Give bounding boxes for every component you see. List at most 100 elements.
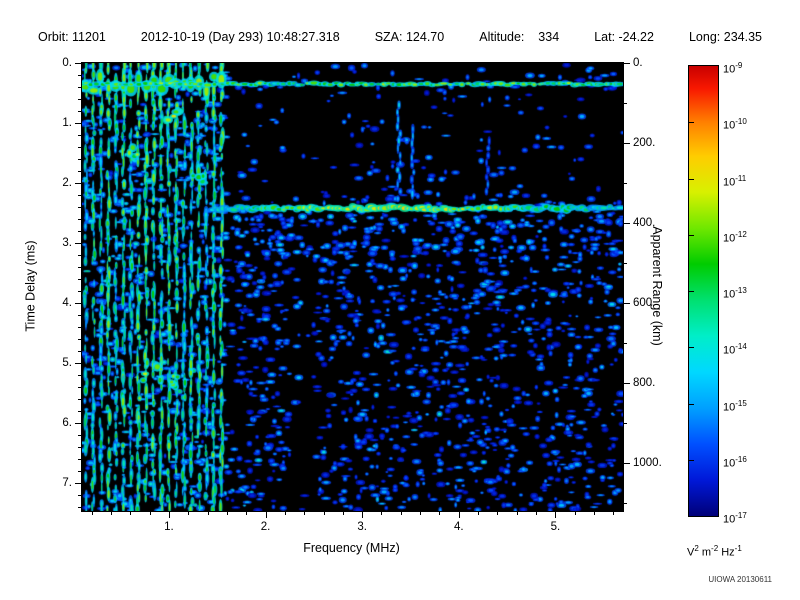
colorbar-tick-label: 10-13 xyxy=(723,286,747,301)
y-axis-minor-tick xyxy=(78,147,81,149)
colorbar-tick-mark xyxy=(689,122,694,124)
y-axis-tick-mark xyxy=(75,303,81,305)
y-axis-minor-tick xyxy=(78,507,81,509)
colorbar-tick-mark xyxy=(689,178,694,180)
spectrogram-plot xyxy=(81,62,624,512)
y-axis-minor-tick xyxy=(78,75,81,76)
y-axis-minor-tick xyxy=(78,195,81,197)
x-axis-minor-tick xyxy=(304,512,306,515)
y-axis-tick-mark xyxy=(75,243,81,245)
colorbar-tick-label: 10-15 xyxy=(723,398,747,414)
y-axis-tick-label: 6. xyxy=(62,417,72,430)
y-axis-minor-tick xyxy=(78,219,81,221)
x-axis-minor-tick xyxy=(478,512,480,515)
longitude-readout: Long: 234.35 xyxy=(688,30,762,44)
range-axis-minor-tick xyxy=(624,263,627,265)
x-axis-minor-tick xyxy=(246,512,248,515)
x-axis-tick-label: 5. xyxy=(550,521,561,533)
right-axis-title-text: Apparent Range (km) xyxy=(650,226,665,346)
x-axis-minor-tick xyxy=(497,512,499,515)
y-axis-tick-label: 3. xyxy=(62,237,72,250)
range-axis-tick-mark xyxy=(624,63,630,64)
header-info: Orbit: 11201 2012-10-19 (Day 293) 10:48:… xyxy=(38,30,762,44)
datetime-readout: 2012-10-19 (Day 293) 10:48:27.318 xyxy=(140,30,340,44)
y-axis-minor-tick xyxy=(78,375,81,377)
y-axis-minor-tick xyxy=(78,231,81,233)
range-axis-tick-label: 800. xyxy=(633,377,656,390)
range-axis-tick-mark xyxy=(624,223,630,225)
colorbar-tick-mark xyxy=(689,234,694,236)
x-axis-minor-tick xyxy=(149,512,151,515)
x-axis-tick-label: 1. xyxy=(164,521,174,533)
range-axis-minor-tick xyxy=(624,103,627,105)
x-axis-minor-tick xyxy=(420,512,422,515)
y-axis-minor-tick xyxy=(78,435,81,437)
x-axis-minor-tick xyxy=(381,512,383,515)
x-axis-minor-tick xyxy=(342,512,344,515)
range-axis-tick-mark xyxy=(624,383,630,385)
y-axis-minor-tick xyxy=(78,111,81,113)
x-axis-tick-mark xyxy=(362,512,364,518)
y-axis-minor-tick xyxy=(78,471,81,473)
left-axis-title: Time Delay (ms) xyxy=(22,62,40,510)
range-axis-minor-tick xyxy=(624,503,627,505)
colorbar-tick-mark xyxy=(689,291,694,292)
range-axis-tick-label: 400. xyxy=(633,217,656,230)
x-axis-tick-mark xyxy=(168,512,170,518)
orbit-readout: Orbit: 11201 xyxy=(38,30,106,44)
range-axis-minor-tick xyxy=(624,183,627,185)
x-axis-minor-tick xyxy=(594,512,596,515)
latitude-readout: Lat: -24.22 xyxy=(594,30,654,44)
altitude-readout: Altitude: 334 xyxy=(479,30,560,44)
range-axis-tick-mark xyxy=(624,143,630,145)
range-axis-minor-tick xyxy=(624,423,627,425)
x-axis-minor-tick xyxy=(400,512,402,515)
x-axis-minor-tick xyxy=(130,512,132,515)
y-axis-tick-mark xyxy=(75,483,81,485)
y-axis-minor-tick xyxy=(78,99,81,101)
spectrogram-canvas xyxy=(82,63,623,511)
y-axis-minor-tick xyxy=(78,291,81,293)
y-axis-minor-tick xyxy=(78,207,81,209)
y-axis-minor-tick xyxy=(78,315,81,317)
y-axis-tick-mark xyxy=(75,363,81,365)
colorbar-tick-mark xyxy=(689,459,694,461)
y-axis-minor-tick xyxy=(78,327,81,329)
colorbar-tick-label: 10-14 xyxy=(723,342,747,357)
y-axis-minor-tick xyxy=(78,279,81,281)
y-axis-minor-tick xyxy=(78,387,81,389)
x-axis-minor-tick xyxy=(323,512,325,515)
colorbar-tick-label: 10-16 xyxy=(723,454,747,470)
y-axis-tick-mark xyxy=(75,183,81,185)
x-axis-tick-mark xyxy=(265,512,267,518)
y-axis-minor-tick xyxy=(78,447,81,449)
y-axis-minor-tick xyxy=(78,171,81,173)
y-axis-minor-tick xyxy=(78,399,81,401)
y-axis-minor-tick xyxy=(78,411,81,413)
y-axis-tick-label: 2. xyxy=(62,177,72,190)
x-axis-minor-tick xyxy=(226,512,228,515)
credit-text: UIOWA 20130611 xyxy=(708,575,772,584)
y-axis-minor-tick xyxy=(78,87,81,89)
colorbar-tick-label: 10-11 xyxy=(723,173,747,189)
colorbar-tick-mark xyxy=(689,347,694,349)
y-axis-minor-tick xyxy=(78,159,81,161)
x-axis-minor-tick xyxy=(516,512,518,515)
range-axis-tick-label: 600. xyxy=(633,297,656,310)
range-axis-tick-mark xyxy=(624,303,630,305)
x-axis-title: Frequency (MHz) xyxy=(303,541,400,555)
x-axis-tick-mark xyxy=(458,512,460,518)
x-axis-minor-tick xyxy=(207,512,209,515)
x-axis-tick-mark xyxy=(555,512,557,518)
x-axis-tick-label: 2. xyxy=(260,521,271,533)
sza-readout: SZA: 124.70 xyxy=(374,30,445,44)
y-axis-minor-tick xyxy=(78,255,81,257)
y-axis-minor-tick xyxy=(78,351,81,353)
y-axis-minor-tick xyxy=(78,267,81,269)
range-axis-tick-label: 200. xyxy=(633,137,656,150)
y-axis-tick-label: 5. xyxy=(62,357,72,370)
range-axis-tick-label: 1000. xyxy=(633,457,662,470)
y-axis-minor-tick xyxy=(78,495,81,497)
x-axis-minor-tick xyxy=(536,512,538,515)
